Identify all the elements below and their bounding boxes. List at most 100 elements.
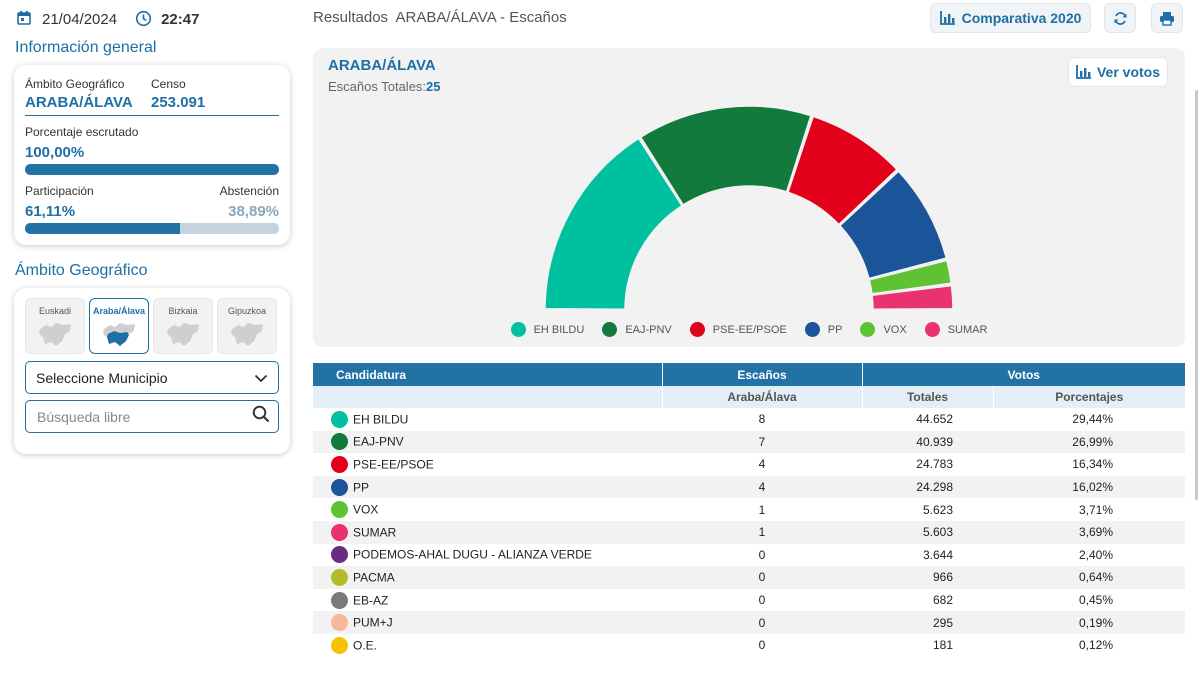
bizkaia-map-icon <box>167 323 199 346</box>
table-row[interactable]: PODEMOS-AHAL DUGU - ALIANZA VERDE 0 3.644 2… <box>313 544 1185 567</box>
legend-dot <box>602 322 618 337</box>
subcol-empty <box>313 386 663 408</box>
legend-item[interactable]: EAJ-PNV <box>602 322 672 337</box>
col-votos: Votos <box>862 363 1185 386</box>
ver-votos-button[interactable]: Ver votos <box>1068 57 1168 87</box>
col-escanos: Escaños <box>662 363 863 386</box>
calendar-icon <box>16 10 34 28</box>
votes-cell: 5.603 <box>862 520 993 544</box>
party-name: EAJ-PNV <box>353 434 404 449</box>
region-label: Euskadi <box>38 306 72 316</box>
participacion-value: 61,11% <box>25 203 76 220</box>
seats-cell: 0 <box>758 593 766 608</box>
party-cell: PP <box>313 475 662 499</box>
legend-dot <box>924 322 940 337</box>
seats-cell: 4 <box>662 475 862 499</box>
legend-label: EAJ-PNV <box>625 323 672 336</box>
subcol-araba: Araba/Álava <box>662 386 863 408</box>
seat-segment-pse-ee-psoe[interactable] <box>787 115 898 226</box>
araba-map-icon <box>103 323 135 346</box>
clock-icon <box>135 10 153 28</box>
party-name: EB-AZ <box>353 593 389 608</box>
seat-segment-pp[interactable] <box>838 170 948 280</box>
legend-item[interactable]: VOX <box>860 322 907 337</box>
region-gipuzkoa[interactable]: Gipuzkoa <box>217 298 277 354</box>
party-name: PP <box>353 480 370 495</box>
table-row[interactable]: PP 4 24.298 16,02% <box>313 475 1185 499</box>
party-cell: O.E. <box>313 634 662 657</box>
party-name: O.E. <box>353 638 378 653</box>
legend-dot <box>689 322 705 337</box>
comparativa-button[interactable]: Comparativa 2020 <box>930 3 1091 33</box>
votes-cell: 5.623 <box>922 502 953 517</box>
municipio-select[interactable]: Seleccione Municipio <box>25 361 279 394</box>
region-bizkaia[interactable]: Bizkaia <box>153 298 213 354</box>
censo-label: Censo <box>151 77 186 91</box>
bar-chart-icon <box>939 11 955 25</box>
table-row[interactable]: SUMAR 1 5.603 3,69% <box>313 520 1185 544</box>
table-row[interactable]: EAJ-PNV 7 40.939 26,99% <box>313 430 1185 454</box>
censo-block: Censo 253.091 <box>151 77 205 111</box>
legend-dot <box>860 322 876 337</box>
search-input[interactable] <box>37 408 252 425</box>
scrollbar[interactable] <box>1195 90 1198 500</box>
ambito-value: ARABA/ÁLAVA <box>25 94 133 111</box>
chart-title: ARABA/ÁLAVA <box>328 57 436 74</box>
party-color-dot <box>331 636 348 654</box>
party-name: EH BILDU <box>353 412 409 427</box>
abstencion-label: Abstención <box>219 184 279 198</box>
legend-item[interactable]: SUMAR <box>924 322 988 337</box>
seats-cell: 1 <box>662 520 862 544</box>
legend-label: PP <box>827 323 843 336</box>
ver-votos-label: Ver votos <box>1096 64 1161 80</box>
print-button[interactable] <box>1151 3 1183 33</box>
pct-cell: 2,40% <box>1078 547 1113 562</box>
refresh-button[interactable] <box>1104 3 1136 33</box>
legend-item[interactable]: EH BILDU <box>510 322 585 337</box>
table-row[interactable]: EH BILDU 8 44.652 29,44% <box>313 408 1185 431</box>
ambito-block: Ámbito Geográfico ARABA/ÁLAVA <box>25 77 151 111</box>
censo-value: 253.091 <box>151 94 206 111</box>
seat-segment-sumar[interactable] <box>871 284 954 311</box>
pct-cell: 16,34% <box>1072 457 1113 472</box>
party-cell: PSE-EE/PSOE <box>313 453 662 476</box>
party-color-dot <box>331 455 348 473</box>
search-icon[interactable] <box>252 405 270 428</box>
party-name: SUMAR <box>353 525 397 540</box>
seat-segment-eh-bildu[interactable] <box>544 137 683 311</box>
table-row[interactable]: PSE-EE/PSOE 4 24.783 16,34% <box>313 453 1185 476</box>
table-row[interactable]: PACMA 0 966 0,64% <box>313 566 1185 589</box>
participacion-label: Participación <box>25 184 94 198</box>
legend-label: VOX <box>883 323 907 336</box>
chevron-down-icon <box>254 370 268 386</box>
party-color-dot <box>331 433 348 451</box>
pct-cell: 0,12% <box>1078 638 1113 653</box>
party-name: PSE-EE/PSOE <box>353 457 434 472</box>
ambito-section-title: Ámbito Geográfico <box>15 262 148 279</box>
legend-item[interactable]: PSE-EE/PSOE <box>689 322 787 337</box>
comparativa-label: Comparativa 2020 <box>961 10 1082 26</box>
legend-label: EH BILDU <box>533 323 585 336</box>
table-row[interactable]: EB-AZ 0 682 0,45% <box>313 589 1185 612</box>
gipuzkoa-map-icon <box>231 323 263 346</box>
seat-segment-eaj-pnv[interactable] <box>639 105 812 206</box>
votes-cell: 24.783 <box>916 457 953 472</box>
pct-cell: 0,64% <box>993 566 1185 589</box>
legend-label: PSE-EE/PSOE <box>712 323 787 336</box>
participacion-bar <box>25 223 279 234</box>
party-name: PUM+J <box>353 615 393 630</box>
party-color-dot <box>331 546 348 564</box>
legend-label: SUMAR <box>947 323 988 336</box>
party-cell: PODEMOS-AHAL DUGU - ALIANZA VERDE <box>313 544 662 567</box>
seat-segment-vox[interactable] <box>868 259 953 295</box>
pct-cell: 16,02% <box>993 475 1185 499</box>
municipio-select-label: Seleccione Municipio <box>36 369 168 386</box>
table-row[interactable]: O.E. 0 181 0,12% <box>313 634 1185 657</box>
pct-cell: 0,19% <box>993 611 1185 634</box>
region-euskadi[interactable]: Euskadi <box>25 298 85 354</box>
table-row[interactable]: PUM+J 0 295 0,19% <box>313 611 1185 634</box>
table-row[interactable]: VOX 1 5.623 3,71% <box>313 498 1185 521</box>
ambito-label: Ámbito Geográfico <box>25 77 125 91</box>
region-araba[interactable]: Araba/Álava <box>89 298 149 354</box>
legend-item[interactable]: PP <box>804 322 843 337</box>
